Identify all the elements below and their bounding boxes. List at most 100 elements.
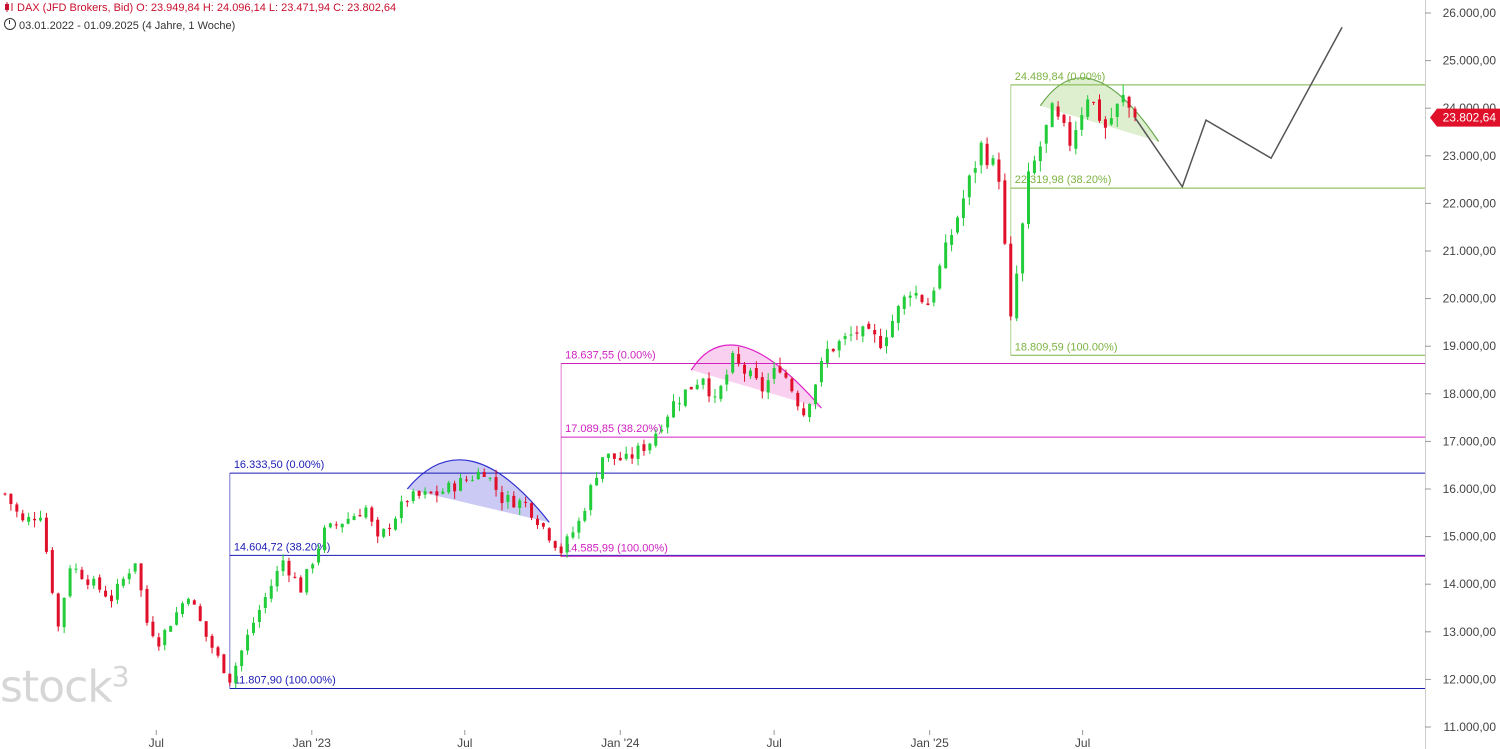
candle-body	[293, 576, 297, 578]
candle-body	[9, 493, 13, 505]
candle-body	[257, 609, 261, 622]
candle-body	[914, 292, 918, 296]
candle-body	[695, 384, 699, 390]
candle-body	[1044, 124, 1048, 144]
range-text: 03.01.2022 - 01.09.2025 (4 Jahre, 1 Woch…	[19, 20, 236, 32]
candle-body	[500, 492, 504, 504]
candle-body	[654, 433, 658, 446]
candle-body	[204, 621, 208, 637]
y-tick-label: 15.000,00	[1443, 530, 1497, 544]
arc-outline	[406, 459, 550, 523]
candle-body	[1062, 114, 1066, 123]
candle-body	[68, 568, 72, 597]
x-tick-label: Jan '24	[601, 736, 640, 749]
fib-level-label: 14.585,99 (100.00%)	[565, 542, 668, 554]
candle-body	[553, 541, 557, 548]
candle-body	[317, 548, 321, 563]
candle-body	[281, 560, 285, 572]
candle-body	[754, 368, 758, 379]
candle-body	[961, 198, 965, 218]
candle-body	[358, 515, 362, 517]
candle-body	[340, 523, 344, 528]
y-tick-label: 13.000,00	[1443, 625, 1497, 639]
candle-body	[748, 370, 752, 377]
candle-body	[790, 378, 794, 392]
candle-body	[672, 401, 676, 418]
candle-body	[27, 516, 31, 522]
candle-body	[737, 354, 741, 364]
candle-body	[494, 477, 498, 490]
x-tick-label: Jan '25	[910, 736, 949, 749]
candle-body	[44, 517, 48, 552]
candle-body	[393, 518, 397, 530]
candle-body	[109, 595, 113, 602]
candle-body	[127, 573, 131, 580]
fib-level-label: 11.807,90 (100.00%)	[234, 675, 336, 687]
candle-body	[1050, 103, 1054, 128]
arc-outline	[1039, 77, 1160, 142]
candle-body	[938, 265, 942, 289]
y-tick-label: 14.000,00	[1443, 577, 1497, 591]
candle-body	[3, 493, 7, 495]
candle-body	[104, 590, 108, 597]
candle-body	[760, 377, 764, 392]
arc-outline	[690, 344, 822, 409]
candle-body	[38, 517, 42, 521]
candle-body	[80, 569, 84, 580]
x-tick-label: Jan '23	[293, 736, 332, 749]
y-tick-label: 26.000,00	[1443, 6, 1497, 20]
candle-body	[98, 577, 102, 590]
candle-body	[305, 569, 309, 593]
candle-body	[459, 477, 463, 491]
fib-level-label: 18.637,55 (0.00%)	[565, 349, 656, 361]
candle-body	[1127, 96, 1131, 108]
candle-body	[967, 175, 971, 198]
candle-body	[423, 491, 427, 495]
candle-body	[222, 654, 226, 674]
candle-body	[388, 527, 392, 530]
candle-body	[33, 518, 37, 521]
candle-body	[1056, 106, 1060, 117]
candle-body	[624, 453, 628, 459]
x-tick-label: Jul	[1075, 736, 1090, 749]
candle-body	[15, 504, 19, 512]
candle-body	[133, 563, 137, 572]
candle-body	[855, 332, 859, 334]
x-tick-label: Jul	[457, 736, 472, 749]
y-tick-label: 25.000,00	[1443, 54, 1497, 68]
clock-icon	[4, 18, 16, 30]
fib-level-label: 14.604,72 (38.20%)	[234, 541, 331, 553]
candle-body	[470, 479, 474, 481]
last-price-tag	[1430, 108, 1500, 127]
candle-body	[139, 563, 143, 591]
fibonacci-levels: 16.333,50 (0.00%) 14.604,72 (38.20%) 11.80…	[229, 71, 1425, 690]
candle-body	[411, 491, 415, 502]
candle-body	[145, 588, 149, 623]
candle-body	[169, 626, 173, 632]
candle-body	[908, 295, 912, 298]
y-tick-label: 19.000,00	[1443, 339, 1497, 353]
candle-body	[269, 585, 273, 599]
candle-body	[743, 364, 747, 374]
candle-body	[1038, 146, 1042, 162]
candle-body	[506, 495, 510, 502]
candle-body	[192, 600, 196, 605]
candle-body	[180, 603, 184, 615]
candle-body	[660, 429, 664, 432]
candle-body	[234, 665, 238, 684]
candle-body	[535, 518, 539, 525]
candle-body	[725, 374, 729, 385]
candle-body	[246, 634, 250, 651]
candle-body	[524, 501, 528, 503]
candle-body	[175, 612, 179, 625]
candle-body	[606, 453, 610, 459]
candle-body	[1092, 101, 1096, 103]
fib-level-label: 16.333,50 (0.00%)	[234, 459, 325, 471]
candle-body	[985, 143, 989, 166]
ohlc-text: DAX (JFD Brokers, Bid) O: 23.949,84 H: 2…	[17, 2, 397, 14]
candle-body	[772, 367, 776, 379]
y-tick-label: 21.000,00	[1443, 244, 1497, 258]
candle-body	[837, 341, 841, 351]
candle-body	[831, 348, 835, 352]
candle-body	[950, 235, 954, 245]
